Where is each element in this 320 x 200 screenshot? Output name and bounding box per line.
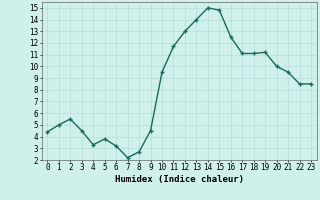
X-axis label: Humidex (Indice chaleur): Humidex (Indice chaleur) <box>115 175 244 184</box>
